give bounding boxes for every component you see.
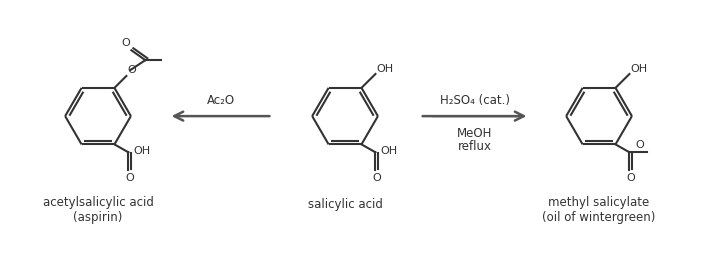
Text: O: O (127, 65, 136, 75)
Text: O: O (635, 140, 644, 150)
Text: Ac₂O: Ac₂O (207, 94, 235, 107)
Text: OH: OH (134, 146, 150, 156)
Text: H₂SO₄ (cat.): H₂SO₄ (cat.) (440, 94, 510, 107)
Text: O: O (125, 172, 134, 182)
Text: O: O (626, 172, 635, 182)
Text: O: O (122, 38, 130, 48)
Text: OH: OH (631, 64, 648, 74)
Text: salicylic acid: salicylic acid (307, 197, 383, 210)
Text: acetylsalicylic acid
(aspirin): acetylsalicylic acid (aspirin) (43, 195, 154, 223)
Text: MeOH: MeOH (457, 126, 492, 139)
Text: OH: OH (380, 146, 398, 156)
Text: O: O (372, 172, 381, 182)
Text: reflux: reflux (458, 139, 491, 152)
Text: methyl salicylate
(oil of wintergreen): methyl salicylate (oil of wintergreen) (543, 195, 656, 223)
Text: OH: OH (376, 64, 393, 74)
